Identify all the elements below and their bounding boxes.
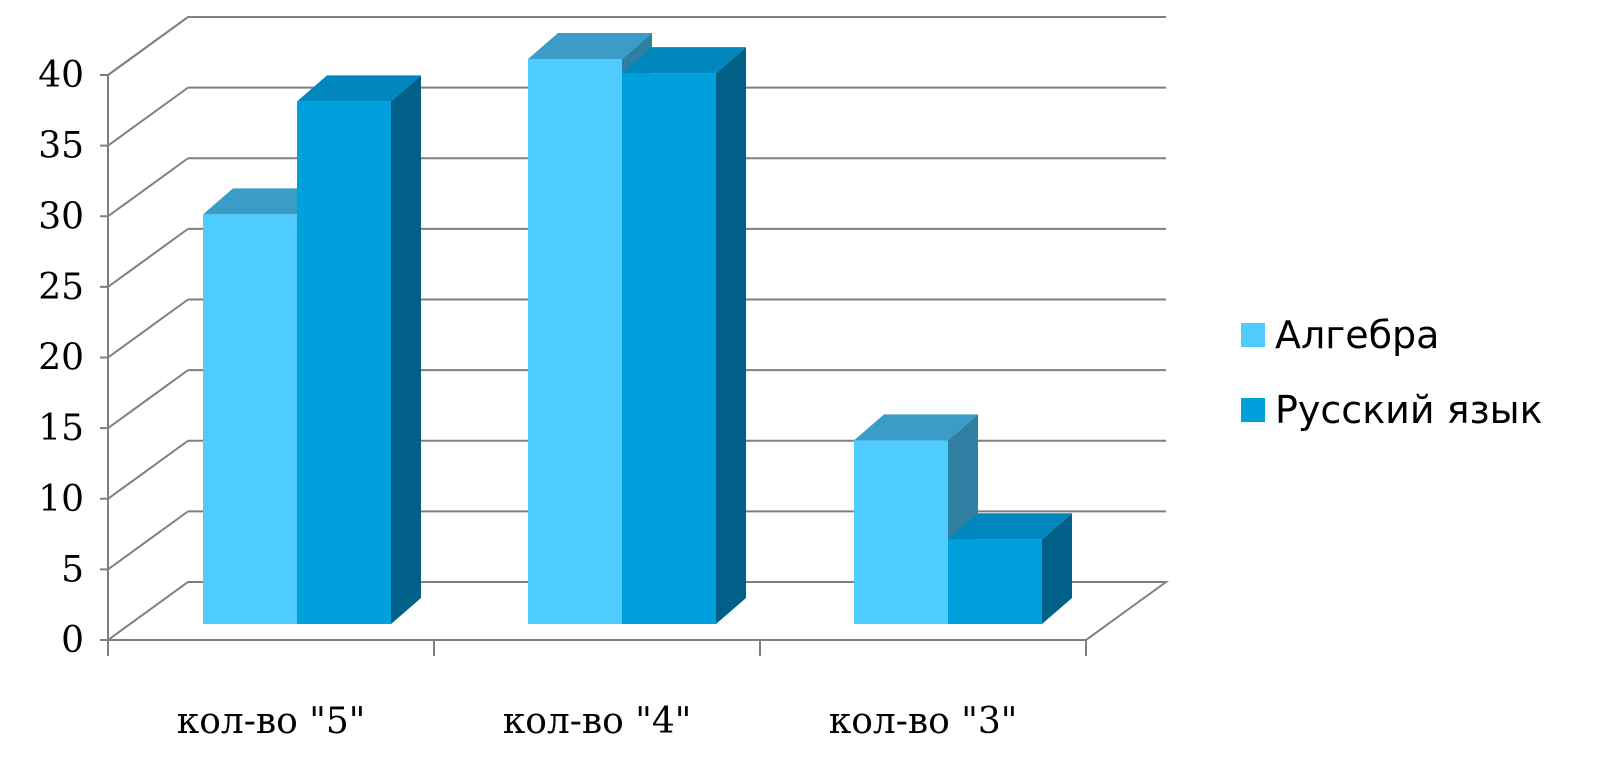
bar-side-face (391, 75, 421, 624)
bar-russian-3 (948, 513, 1072, 624)
chart-legend: Алгебра Русский язык (1241, 313, 1543, 432)
bar-front-face (854, 440, 948, 624)
bar-side-face (716, 47, 746, 624)
legend-item: Алгебра (1241, 313, 1439, 357)
x-axis-category-label: кол-во "4" (503, 701, 692, 742)
bar-top-face (948, 513, 1072, 540)
side-gridline (107, 369, 189, 429)
legend-swatch (1241, 323, 1265, 347)
bar-front-face (297, 101, 391, 624)
y-axis-tick-label: 0 (61, 620, 84, 661)
y-axis-tick-label: 5 (61, 549, 84, 590)
bar-top-face (622, 47, 746, 74)
bar-side-face (1042, 513, 1072, 624)
y-axis-tick-label: 40 (38, 55, 84, 96)
side-gridline (107, 439, 189, 500)
bar-top-face (203, 188, 327, 215)
side-gridline (107, 86, 189, 147)
legend-swatch (1241, 398, 1265, 422)
legend-label: Алгебра (1275, 313, 1439, 357)
y-axis-tick-label: 25 (38, 267, 84, 308)
side-gridline (107, 298, 189, 359)
side-gridline (107, 157, 189, 218)
bar-top-face (528, 33, 652, 59)
side-gridline (107, 510, 189, 571)
bar-algebra-3 (854, 414, 978, 624)
bar-front-face (948, 539, 1042, 624)
x-axis-category-labels: кол-во "5" кол-во "4" кол-во "3" (177, 701, 1018, 742)
bar-top-face (297, 75, 421, 102)
bar-russian-2 (622, 47, 746, 624)
bar-russian-1 (297, 75, 421, 624)
y-axis-tick-label: 10 (38, 479, 84, 520)
bar-front-face (622, 73, 716, 624)
x-axis-category-label: кол-во "3" (829, 701, 1018, 742)
bar-top-face (854, 414, 978, 441)
y-axis-tick-label: 35 (38, 126, 84, 167)
legend-item: Русский язык (1241, 388, 1543, 432)
chart-axes (100, 74, 1087, 656)
side-gridline (107, 16, 189, 76)
y-axis-tick-label: 15 (38, 408, 84, 449)
bar-front-face (528, 59, 622, 624)
y-axis-tick-labels: 0 5 10 15 20 25 30 35 40 (38, 55, 84, 661)
legend-label: Русский язык (1275, 388, 1543, 432)
y-axis-tick-label: 30 (38, 196, 84, 237)
bar-front-face (203, 214, 297, 624)
y-axis-tick-label: 20 (38, 338, 84, 379)
chart-bars (203, 33, 1072, 624)
side-gridline (107, 228, 189, 288)
x-axis-category-label: кол-во "5" (177, 701, 366, 742)
